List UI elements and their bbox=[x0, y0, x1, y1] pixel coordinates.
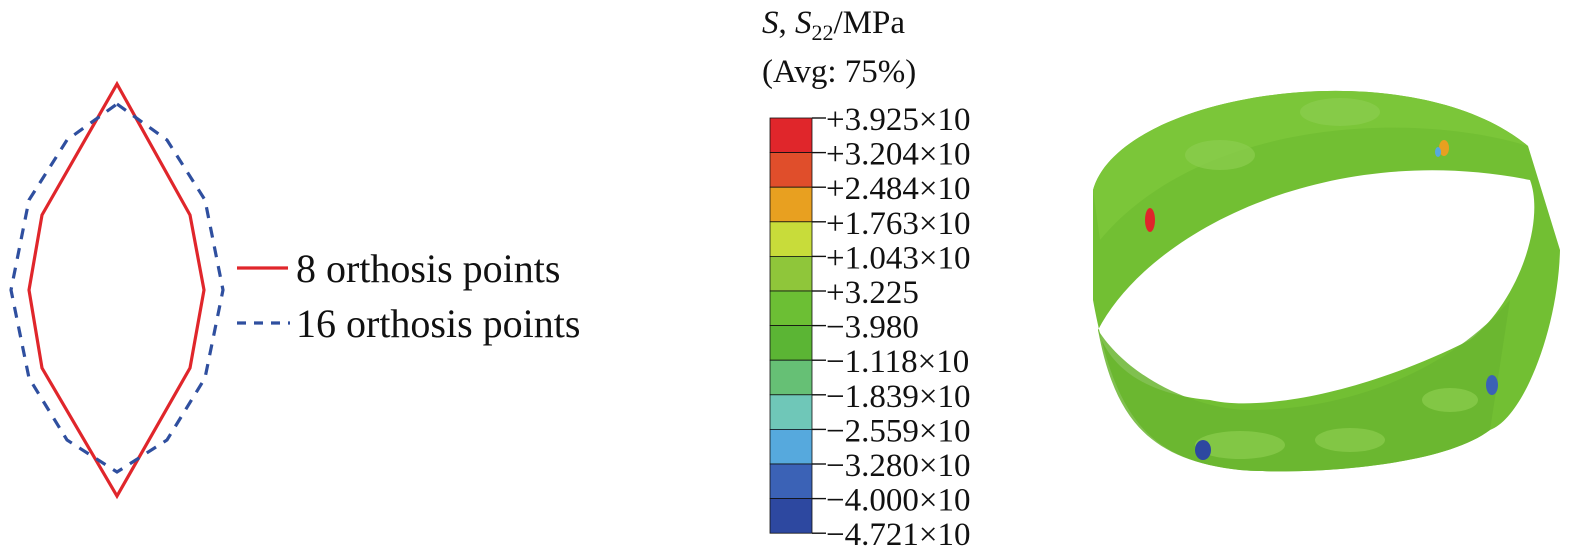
colorbar-tick-label: +3.204×10 bbox=[826, 137, 970, 173]
ring-highlight bbox=[1422, 388, 1478, 412]
colorbar: +3.925×10+3.204×10+2.484×10+1.763×10+1.0… bbox=[769, 102, 970, 553]
hotspot-compression bbox=[1195, 440, 1211, 460]
colorbar-band bbox=[769, 221, 813, 257]
ring-highlight bbox=[1300, 98, 1380, 126]
colorbar-band bbox=[769, 394, 813, 430]
colorbar-tick-label: +2.484×10 bbox=[826, 171, 970, 207]
colorbar-band bbox=[769, 325, 813, 361]
hotspot-compression bbox=[1435, 147, 1441, 157]
legend-entry-8-points: 8 orthosis points bbox=[237, 246, 560, 291]
outline-8-points bbox=[27, 80, 206, 500]
colorbar-tick-label: +1.043×10 bbox=[826, 240, 970, 276]
colorbar-tick-label: +1.763×10 bbox=[826, 206, 970, 242]
legend-label-8-points: 8 orthosis points bbox=[296, 246, 560, 291]
colorbar-tick-label: −3.280×10 bbox=[826, 448, 970, 484]
outline-16-points bbox=[9, 102, 225, 474]
colorbar-tick-label: −1.839×10 bbox=[826, 379, 970, 415]
colorbar-band bbox=[769, 152, 813, 188]
colorbar-tick-label: +3.925×10 bbox=[826, 102, 970, 138]
colorbar-band bbox=[769, 186, 813, 223]
title-component-subscript: 22 bbox=[812, 20, 834, 45]
hotspot-tension bbox=[1439, 140, 1449, 156]
ring-highlight bbox=[1195, 431, 1285, 459]
colorbar-tick-label: −3.980 bbox=[826, 310, 919, 346]
legend-label-16-points: 16 orthosis points bbox=[296, 301, 580, 346]
colorbar-tick-label: −4.721×10 bbox=[826, 517, 970, 553]
hotspot-compression bbox=[1486, 375, 1498, 395]
colorbar-tick-label: +3.225 bbox=[826, 275, 919, 311]
colorbar-tick-label: −4.000×10 bbox=[826, 483, 970, 519]
colorbar-band bbox=[769, 498, 813, 534]
title-component: S bbox=[795, 5, 812, 41]
orthosis-outline-panel: 8 orthosis points 16 orthosis points bbox=[9, 80, 580, 500]
colorbar-band bbox=[769, 255, 813, 292]
ring-highlight bbox=[1315, 428, 1385, 452]
title-unit: /MPa bbox=[834, 5, 906, 41]
colorbar-band bbox=[769, 117, 813, 153]
colorbar-band bbox=[769, 428, 813, 465]
colorbar-band bbox=[769, 463, 813, 499]
ring-pattern bbox=[1185, 98, 1478, 459]
colorbar-band bbox=[769, 290, 813, 326]
ring-inner-wall bbox=[1093, 90, 1528, 240]
ring-model bbox=[1093, 90, 1560, 472]
colorbar-tick-label: −2.559×10 bbox=[826, 413, 970, 449]
colorbar-tick-label: −1.118×10 bbox=[826, 344, 969, 380]
ring-lower-band bbox=[1098, 300, 1510, 472]
ring-highlight bbox=[1185, 140, 1255, 170]
contour-legend-subtitle: (Avg: 75%) bbox=[762, 54, 916, 90]
legend-entry-16-points: 16 orthosis points bbox=[237, 301, 580, 346]
title-variable: S bbox=[762, 5, 779, 41]
contour-legend-title: S, S22/MPa bbox=[762, 5, 905, 45]
stress-concentration-spots bbox=[1145, 140, 1498, 460]
hotspot-tension bbox=[1145, 208, 1155, 232]
contour-legend: S, S22/MPa (Avg: 75%) +3.925×10+3.204×10… bbox=[762, 5, 970, 553]
colorbar-band bbox=[769, 359, 813, 396]
